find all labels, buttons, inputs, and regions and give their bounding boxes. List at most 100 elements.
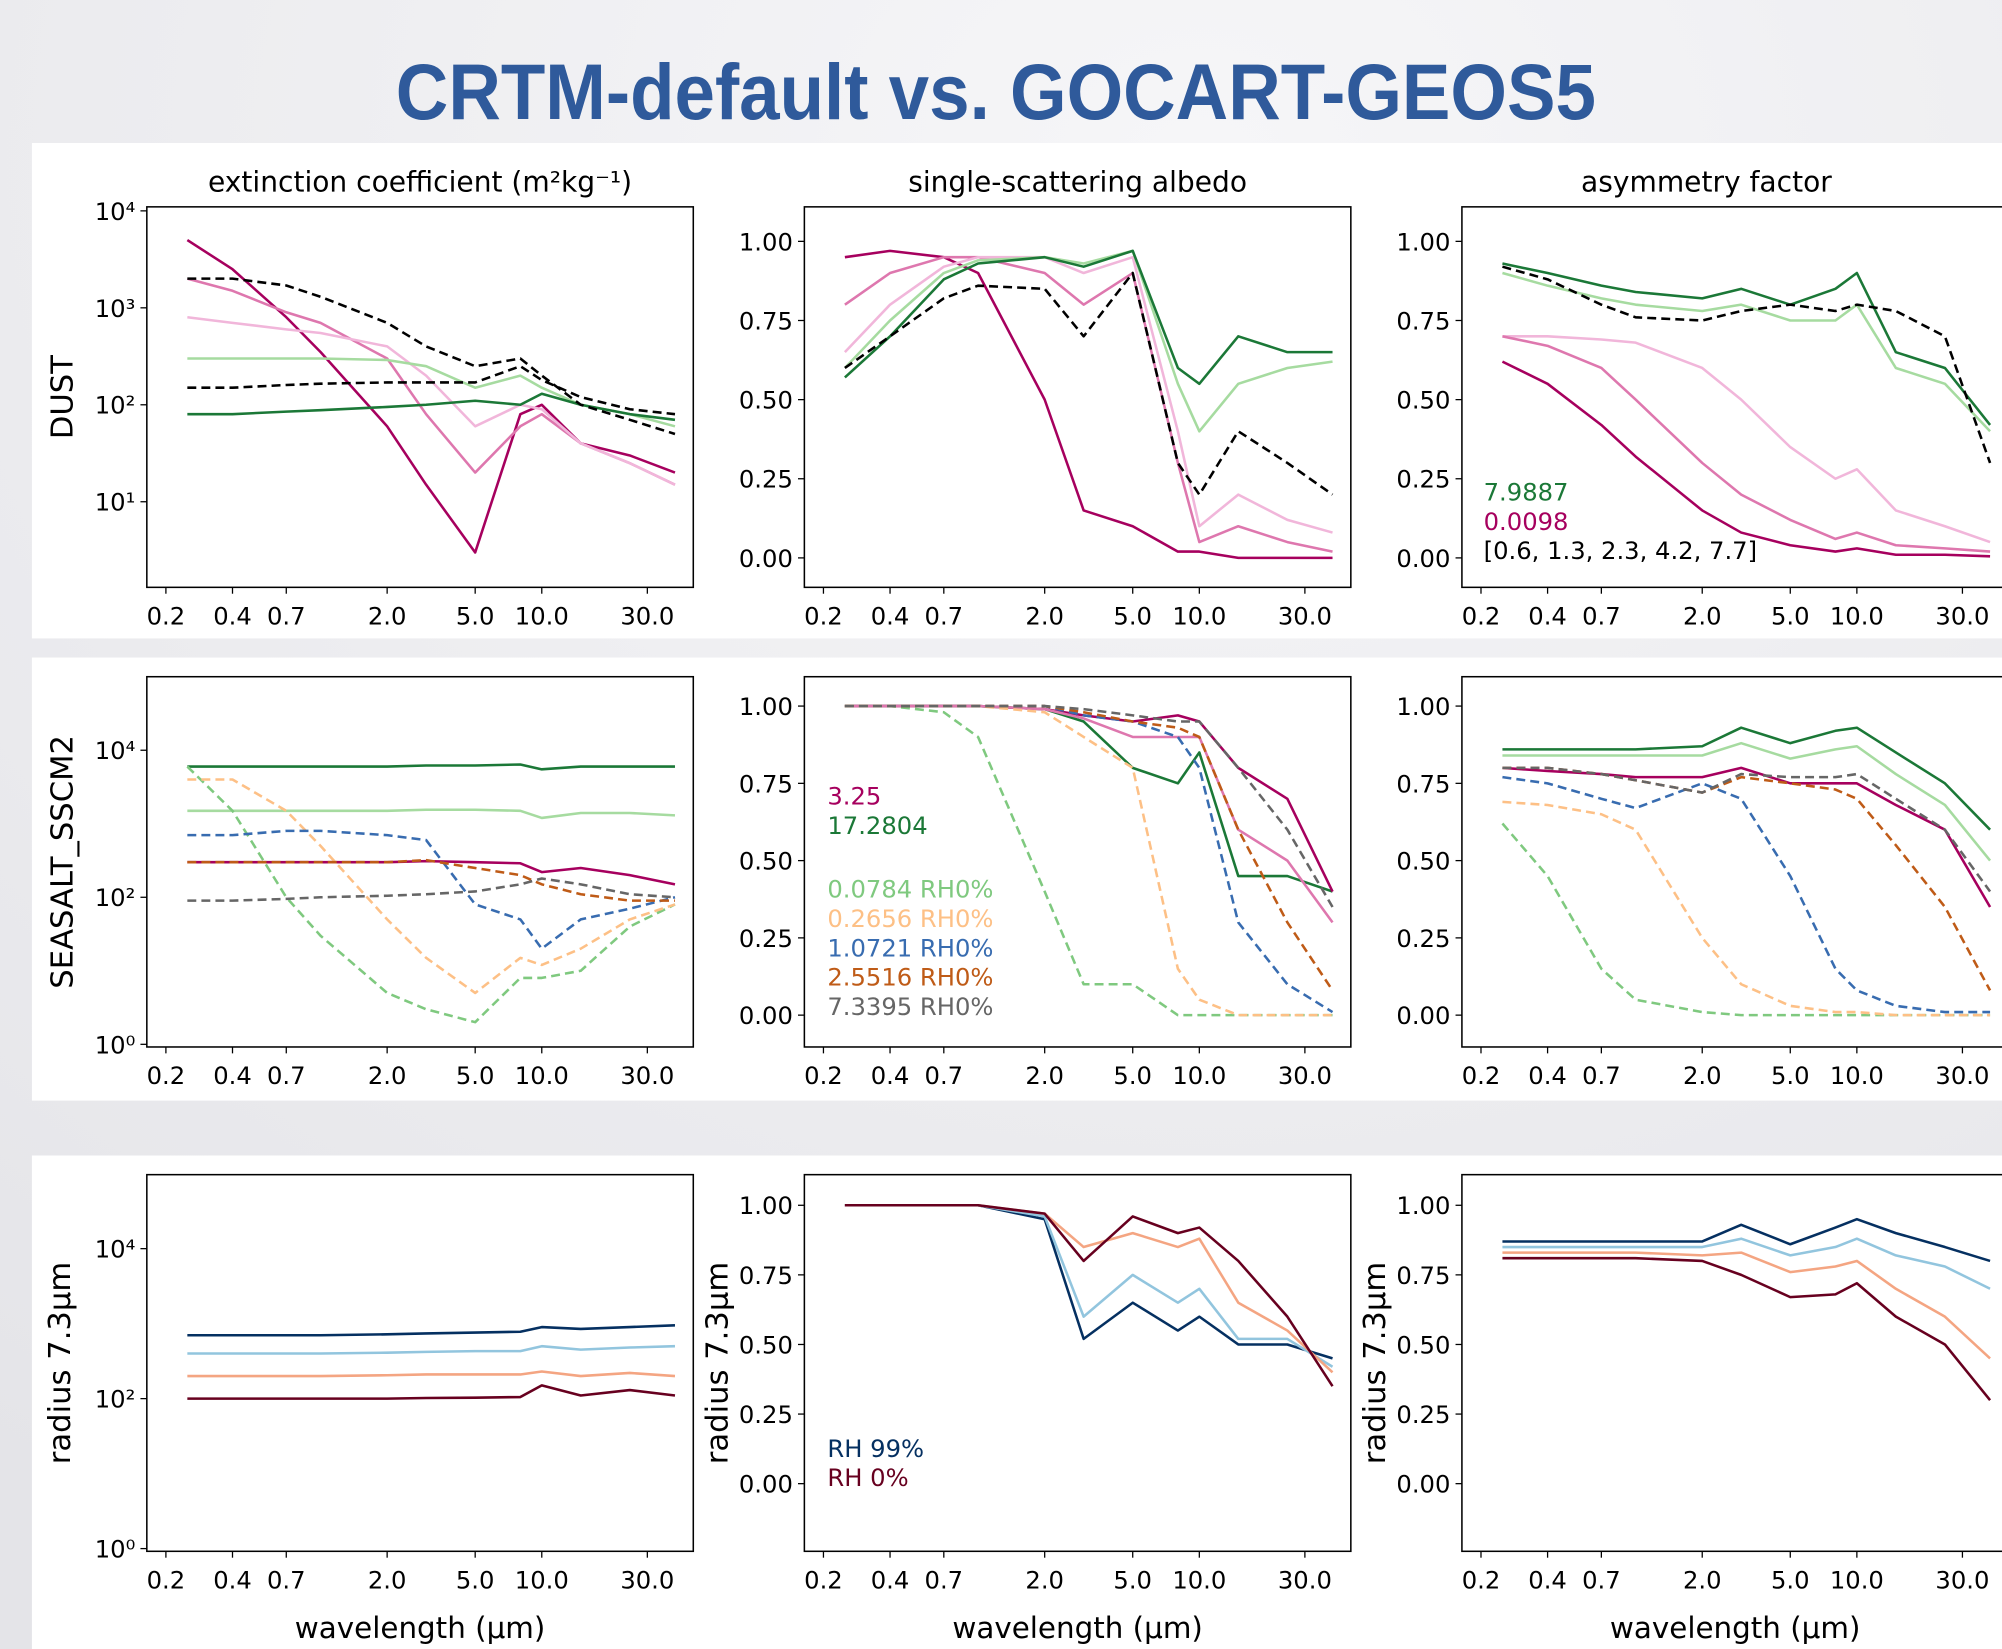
- x-tick-label: 0.2: [804, 1061, 843, 1090]
- x-tick-label: 2.0: [1683, 1061, 1722, 1090]
- subplot: 0.2 0.4 0.7 2.0 5.0 10.0 30.0 0.00 0.25 0.50 0.75 1…: [739, 675, 1352, 1090]
- x-tick-label: 0.4: [871, 601, 910, 630]
- y-tick-label: 0.25: [739, 1400, 793, 1429]
- series-line: [187, 808, 676, 820]
- x-tick-label: 30.0: [1935, 1565, 1989, 1594]
- annotation: [0.6, 1.3, 2.3, 4.2, 7.7]: [1484, 536, 1757, 565]
- series-line: [187, 1370, 676, 1378]
- x-tick-label: 0.7: [1582, 1061, 1621, 1090]
- annotation: RH 0%: [827, 1463, 908, 1492]
- series-line: [1502, 1217, 1991, 1263]
- panel-row: [31, 1155, 2002, 1649]
- y-tick-label: 0.25: [1396, 924, 1450, 953]
- x-axis-label: wavelength (μm): [295, 1611, 546, 1645]
- x-tick-label: 2.0: [1025, 1565, 1064, 1594]
- subplot: 0.2 0.4 0.7 2.0 5.0 10.0 30.0 10⁰ 10² 10⁴ SEASALT_…: [45, 675, 695, 1090]
- axes-frame: [803, 1173, 1352, 1553]
- plot-area: [186, 763, 676, 1024]
- x-tick-label: 0.2: [147, 601, 186, 630]
- panel-row: [31, 143, 2002, 639]
- y-tick-label: 10⁴: [95, 1235, 136, 1264]
- x-tick-label: 0.4: [1528, 601, 1567, 630]
- series-line: [1501, 360, 1991, 558]
- axes-frame: [146, 675, 695, 1048]
- y-tick-label: 1.00: [739, 692, 793, 721]
- y-tick-label: 0.00: [1396, 544, 1450, 573]
- y-tick-label: 0.75: [739, 769, 793, 798]
- y-tick-label: 1.00: [1396, 692, 1450, 721]
- series-line: [187, 1324, 676, 1337]
- plot-area: [844, 1203, 1334, 1387]
- y-tick-label: 0.00: [739, 544, 793, 573]
- subplot-title: asymmetry factor: [1581, 166, 1832, 199]
- annotation: 0.0098: [1484, 507, 1569, 536]
- annotation: 7.9887: [1484, 478, 1569, 507]
- x-tick-label: 0.4: [871, 1061, 910, 1090]
- x-axis-label: wavelength (μm): [952, 1611, 1203, 1645]
- x-tick-label: 0.4: [213, 1565, 252, 1594]
- x-tick-label: 5.0: [1771, 601, 1810, 630]
- x-tick-label: 30.0: [620, 601, 674, 630]
- series-line: [187, 1384, 676, 1400]
- y-tick-label: 1.00: [1396, 1191, 1450, 1220]
- y-tick-label: 10⁰: [95, 1030, 136, 1059]
- series-line: [187, 858, 675, 902]
- y-tick-label: 0.50: [1396, 1330, 1450, 1359]
- series-line: [844, 704, 1334, 908]
- x-tick-label: 0.2: [147, 1061, 186, 1090]
- series-line: [1502, 726, 1991, 831]
- x-tick-label: 10.0: [515, 1565, 569, 1594]
- subplot-title: single-scattering albedo: [908, 166, 1247, 199]
- series-line: [187, 763, 675, 771]
- plot-area: [1501, 726, 1992, 1017]
- axes-frame: [1461, 1173, 2002, 1553]
- x-tick-label: 10.0: [1830, 601, 1884, 630]
- series-line: [1502, 775, 1991, 1014]
- x-tick-label: 30.0: [620, 1061, 674, 1090]
- x-tick-label: 0.2: [1462, 601, 1501, 630]
- subplot: 0.2 0.4 0.7 2.0 5.0 10.0 30.0 0.00 0.25 0.50 0.75 1…: [700, 1173, 1352, 1645]
- annotation: 7.3395 RH0%: [827, 992, 993, 1021]
- series-line: [844, 255, 1333, 553]
- series-line: [1502, 1256, 1992, 1401]
- x-tick-label: 5.0: [1113, 601, 1152, 630]
- x-tick-label: 2.0: [368, 1061, 407, 1090]
- y-tick-label: 0.25: [1396, 1400, 1450, 1429]
- subplot: 0.2 0.4 0.7 2.0 5.0 10.0 30.0 0.00 0.25 0.50 0.75 1…: [739, 166, 1352, 630]
- x-tick-label: 0.7: [925, 1061, 964, 1090]
- y-axis-label: DUST: [45, 355, 80, 439]
- subplot: 0.2 0.4 0.7 2.0 5.0 10.0 30.0 0.00 0.25 0.50 0.75 1…: [1396, 166, 2002, 630]
- y-tick-label: 0.25: [739, 924, 793, 953]
- axes-frame: [803, 675, 1352, 1048]
- y-axis-label: radius 7.3μm: [700, 1262, 735, 1464]
- x-tick-label: 10.0: [1172, 1061, 1226, 1090]
- x-tick-label: 0.4: [1528, 1565, 1567, 1594]
- series-line: [1502, 741, 1992, 862]
- series-line: [187, 829, 676, 950]
- plot-area: [843, 249, 1334, 560]
- series-line: [1502, 1251, 1991, 1360]
- y-tick-label: 10²: [95, 391, 136, 420]
- series-line: [1502, 335, 1991, 553]
- annotation: 0.2656 RH0%: [827, 904, 993, 933]
- y-tick-label: 10⁴: [95, 197, 136, 226]
- y-tick-label: 0.50: [1396, 847, 1450, 876]
- y-tick-label: 1.00: [1396, 227, 1450, 256]
- x-tick-label: 10.0: [515, 601, 569, 630]
- x-tick-label: 0.2: [804, 601, 843, 630]
- annotation: 1.0721 RH0%: [827, 933, 993, 962]
- y-tick-label: 10⁰: [95, 1535, 136, 1564]
- plot-area: [1501, 262, 1992, 558]
- subplot: 0.2 0.4 0.7 2.0 5.0 10.0 30.0 10¹ 10² 10³ 10⁴ extin…: [45, 166, 695, 630]
- subplot: 0.2 0.4 0.7 2.0 5.0 10.0 30.0 0.00 0.25 0.50 0.75 1…: [1358, 1173, 2002, 1645]
- series-line: [187, 315, 676, 486]
- axes-frame: [146, 206, 695, 589]
- y-tick-label: 0.00: [739, 1001, 793, 1030]
- x-tick-label: 10.0: [515, 1061, 569, 1090]
- x-tick-label: 5.0: [456, 1061, 495, 1090]
- axes-frame: [803, 206, 1352, 589]
- series-line: [1502, 271, 1991, 433]
- series-line: [1502, 766, 1992, 893]
- x-tick-label: 5.0: [1771, 1061, 1810, 1090]
